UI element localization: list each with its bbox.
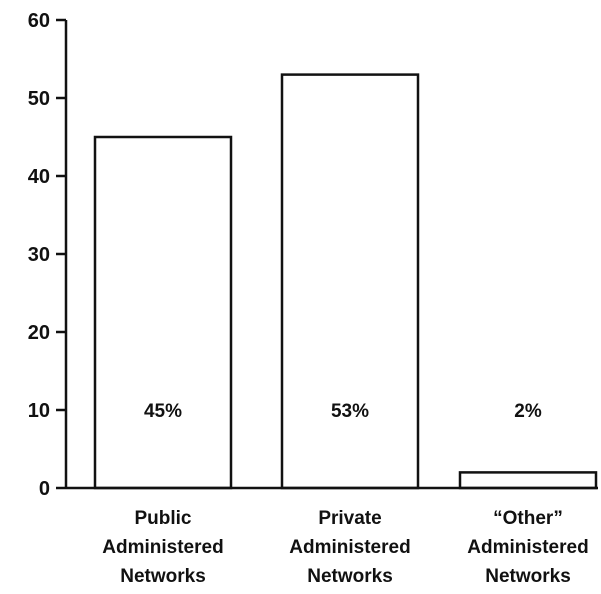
- y-tick-label: 60: [28, 10, 50, 32]
- bar: [93, 135, 233, 490]
- data-label: 45%: [144, 401, 182, 422]
- category-label: Administered: [467, 537, 588, 558]
- bar: [458, 471, 598, 490]
- category-label: Networks: [485, 566, 571, 587]
- y-axis: 0 10 20 30 40 50 60: [28, 10, 68, 500]
- category-label: Private: [318, 508, 381, 529]
- category-label: Networks: [307, 566, 393, 587]
- data-labels: 45% 53% 2%: [144, 401, 542, 422]
- category-label: Administered: [102, 537, 223, 558]
- x-axis: Public Administered Networks Private Adminis…: [66, 486, 598, 587]
- y-tick-label: 10: [28, 400, 50, 422]
- y-tick-label: 40: [28, 166, 50, 188]
- y-tick-label: 30: [28, 244, 50, 266]
- bars: [93, 73, 598, 490]
- y-tick-label: 0: [39, 478, 50, 500]
- category-label: Networks: [120, 566, 206, 587]
- category-label: “Other”: [493, 508, 563, 529]
- bar: [280, 73, 420, 490]
- data-label: 2%: [514, 401, 542, 422]
- data-label: 53%: [331, 401, 369, 422]
- category-label: Administered: [289, 537, 410, 558]
- y-tick-label: 50: [28, 88, 50, 110]
- category-label: Public: [134, 508, 191, 529]
- y-tick-label: 20: [28, 322, 50, 344]
